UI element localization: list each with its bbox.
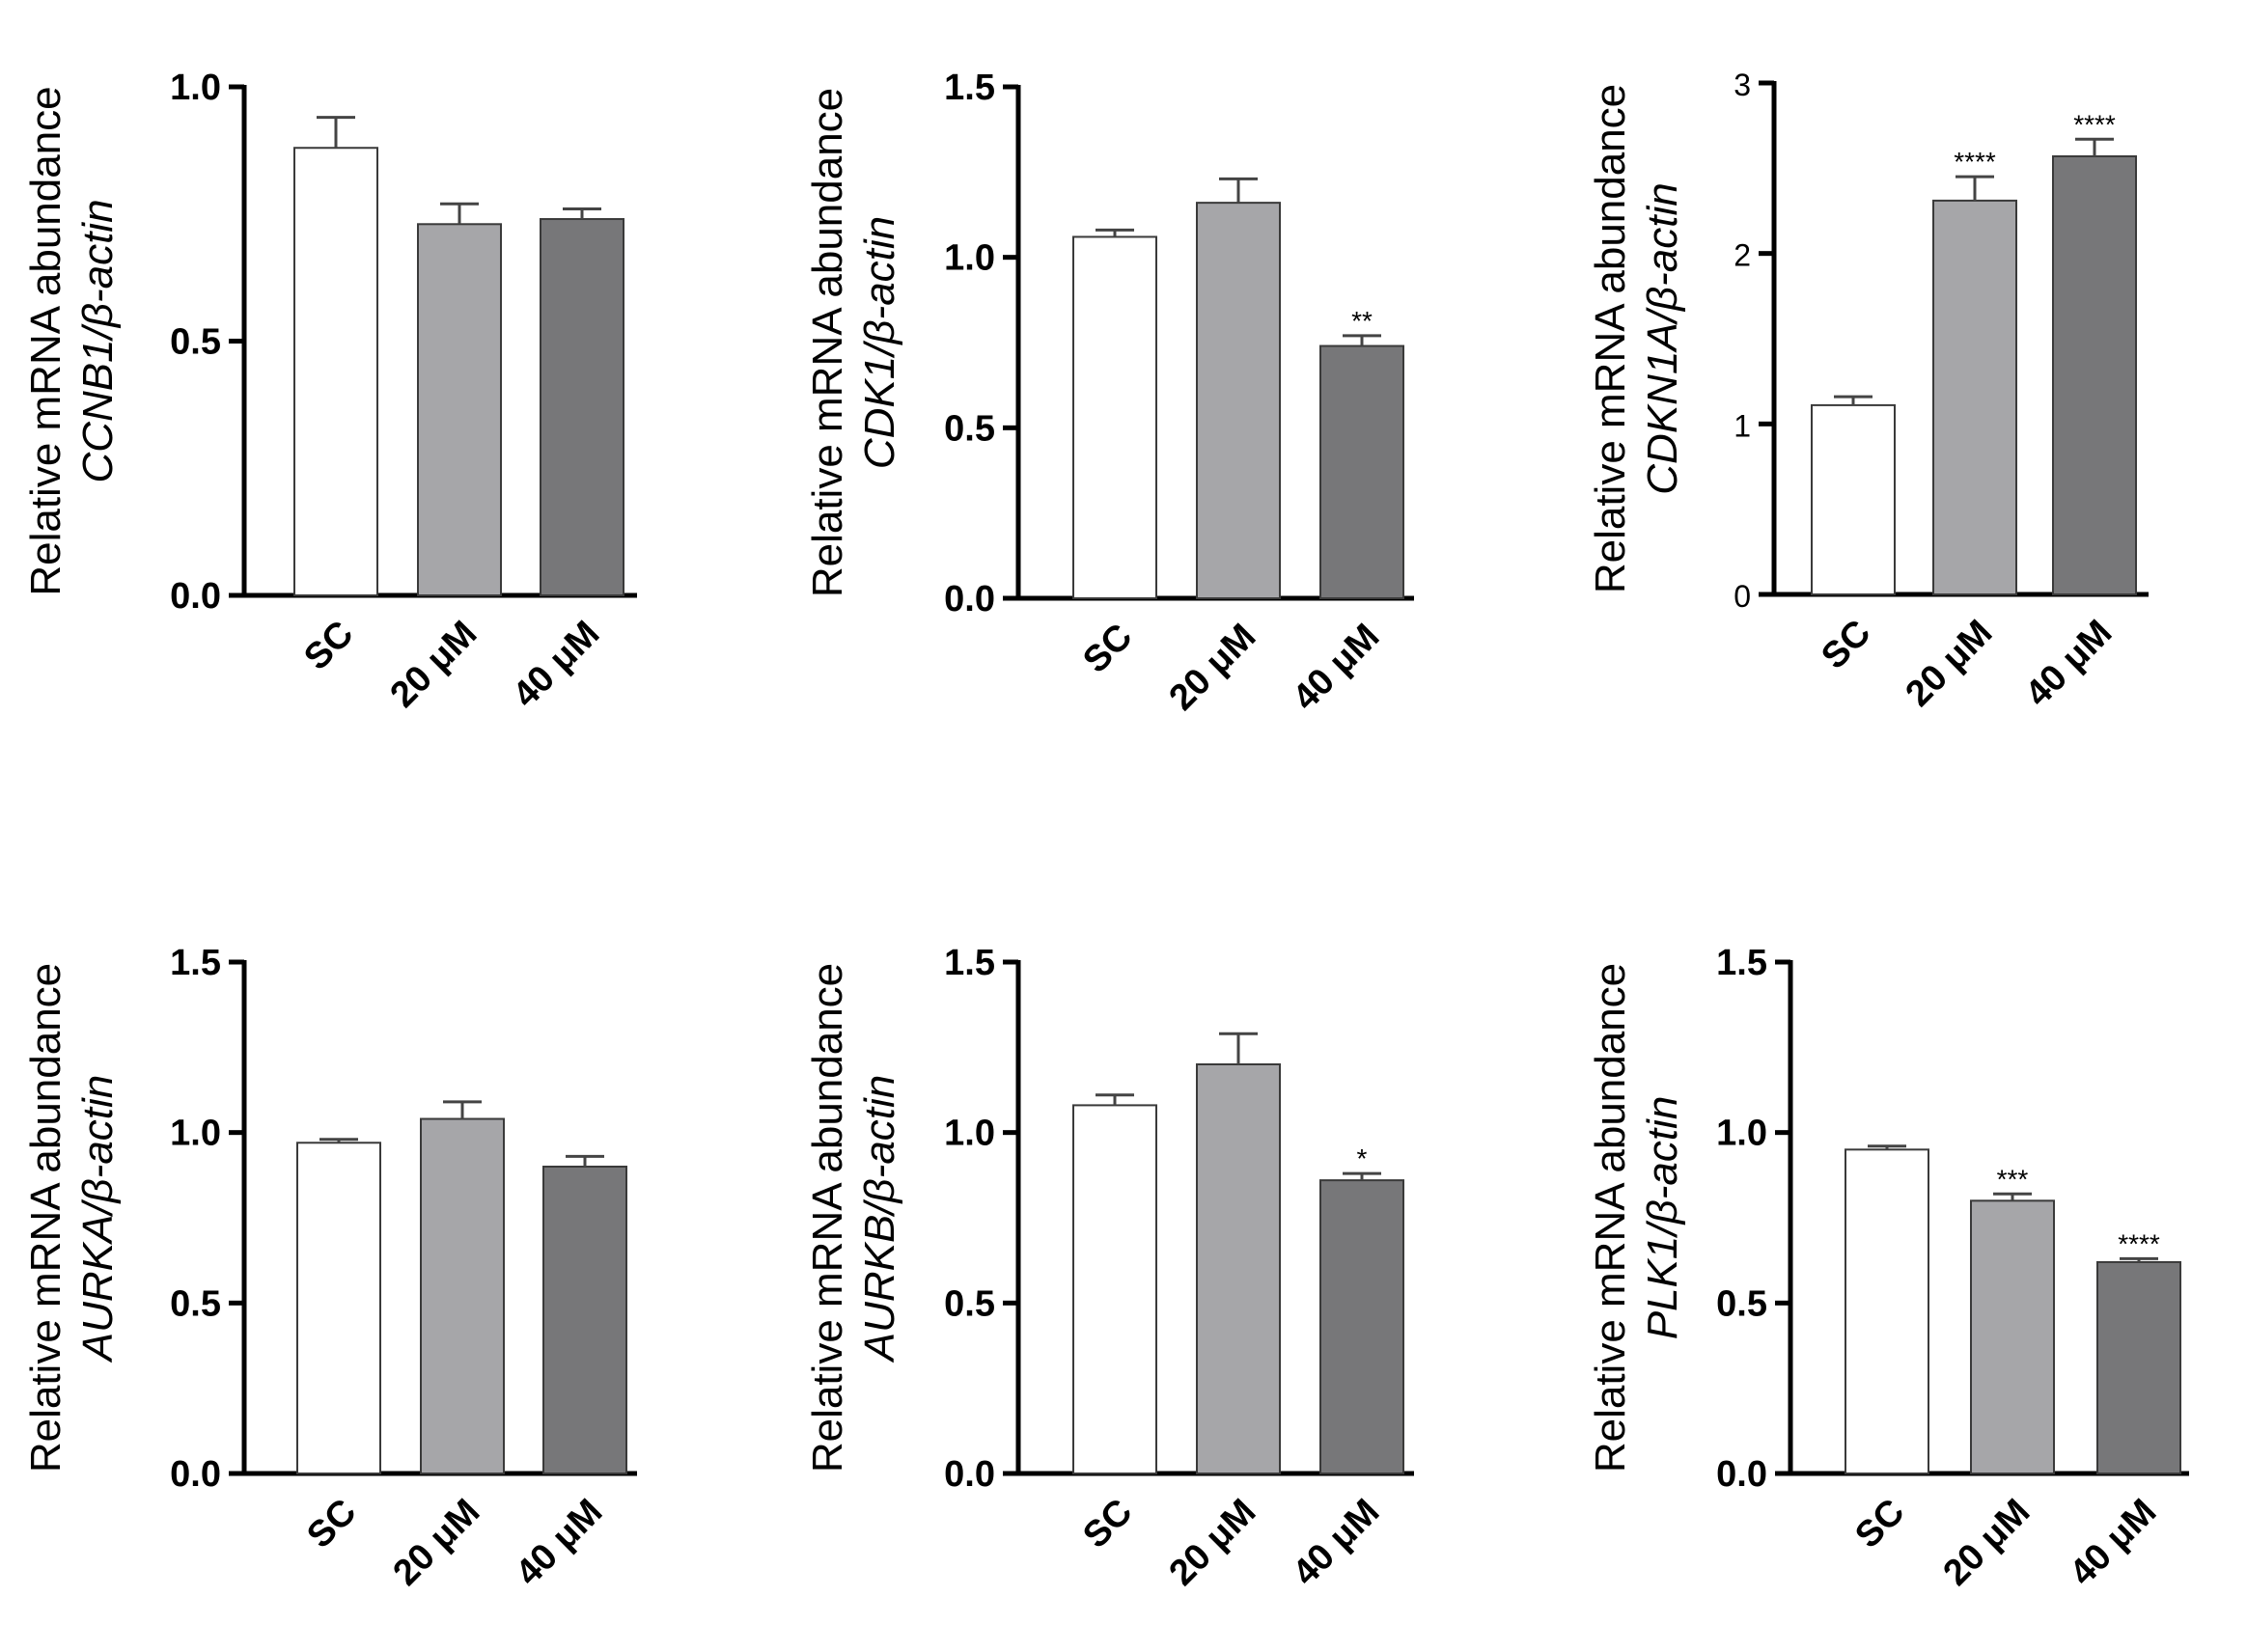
significance-marker: ** (1351, 306, 1373, 336)
y-axis-label-gene: CCNB1/β-actin (74, 199, 122, 482)
bar-3 (2052, 154, 2137, 595)
x-tick-label: SC (299, 1492, 364, 1556)
y-tick-label: 0.0 (944, 579, 995, 620)
chart-panel-aurkb: Relative mRNA abundance AURKB/β-actin 0.0 0… (804, 943, 1414, 1594)
x-tick-label: SC (1075, 617, 1140, 681)
bar-2 (420, 1117, 505, 1474)
y-tick-label: 1.5 (944, 943, 995, 983)
y-axis-label-gene: AURKA/β-actin (74, 1075, 122, 1364)
y-axis-label: Relative mRNA abundance (804, 963, 851, 1473)
y-tick-label: 0.0 (170, 1454, 221, 1495)
y-axis-label: Relative mRNA abundance (804, 88, 851, 597)
y-tick-label: 1.5 (170, 943, 221, 983)
bar-3 (542, 1166, 627, 1474)
x-tick-label: 20 μM (385, 1492, 487, 1594)
x-tick-label: 20 μM (1161, 1492, 1263, 1594)
bar-3 (1319, 344, 1404, 599)
bar-1 (1072, 1104, 1157, 1475)
bar-2 (1196, 202, 1281, 599)
x-tick-label: 20 μM (1935, 1492, 2038, 1594)
x-tick-label: SC (1075, 1492, 1140, 1556)
y-axis-label-gene: AURKB/β-actin (856, 1075, 903, 1364)
y-tick-label: 2 (1734, 238, 1751, 273)
bar-1 (1072, 235, 1157, 599)
x-tick-label: SC (1814, 613, 1878, 677)
x-tick-label: SC (1847, 1492, 1912, 1556)
y-tick-label: 0.0 (1716, 1454, 1767, 1495)
significance-marker: **** (1954, 147, 1996, 177)
x-tick-label: 40 μM (1285, 617, 1387, 719)
significance-marker: * (1357, 1143, 1368, 1173)
y-tick-label: 0 (1734, 579, 1751, 614)
y-tick-label: 1.0 (170, 1114, 221, 1154)
y-axis-label: Relative mRNA abundance (22, 963, 69, 1473)
x-tick-label: 40 μM (505, 614, 607, 716)
significance-marker: *** (1997, 1164, 2029, 1194)
y-tick-label: 0.5 (170, 322, 221, 363)
y-tick-label: 1.0 (944, 238, 995, 279)
x-tick-label: 40 μM (1285, 1492, 1387, 1594)
y-axis-label: Relative mRNA abundance (1587, 963, 1634, 1473)
y-tick-label: 1 (1734, 408, 1751, 443)
x-tick-label: 20 μM (1161, 617, 1263, 719)
significance-marker: **** (2118, 1228, 2160, 1258)
y-axis-label-gene: CDK1/β-actin (856, 216, 903, 469)
x-tick-label: SC (296, 614, 361, 678)
y-tick-label: 1.0 (944, 1114, 995, 1154)
y-axis-label-gene: CDKN1A/β-actin (1639, 182, 1686, 494)
bar-2 (1196, 1063, 1281, 1474)
chart-panel-cdkn1a: Relative mRNA abundance CDKN1A/β-actin 0 1 2… (1587, 68, 2149, 715)
x-tick-label: 40 μM (2017, 613, 2120, 715)
chart-panel-ccnb1: Relative mRNA abundance CCNB1/β-actin 0.0 0… (22, 68, 637, 716)
y-tick-label: 1.5 (944, 68, 995, 108)
bar-3 (2096, 1260, 2181, 1475)
y-tick-label: 1.5 (1716, 943, 1767, 983)
y-axis-label-gene: PLK1/β-actin (1639, 1096, 1686, 1340)
chart-panel-aurka: Relative mRNA abundance AURKA/β-actin 0.0 0… (22, 943, 637, 1594)
bar-3 (540, 218, 624, 597)
bar-2 (1932, 199, 2017, 595)
y-tick-label: 0.0 (170, 576, 221, 617)
y-tick-label: 3 (1734, 68, 1751, 102)
y-axis-label: Relative mRNA abundance (1587, 84, 1634, 593)
x-tick-label: 40 μM (2062, 1492, 2164, 1594)
y-tick-label: 0.5 (944, 1283, 995, 1324)
y-tick-label: 0.5 (170, 1283, 221, 1324)
y-tick-label: 1.0 (1716, 1114, 1767, 1154)
bar-1 (293, 147, 378, 597)
bar-1 (1845, 1148, 1929, 1475)
bar-1 (296, 1142, 381, 1475)
y-axis-label: Relative mRNA abundance (22, 86, 69, 595)
x-tick-label: 20 μM (382, 614, 485, 716)
y-tick-label: 0.5 (944, 408, 995, 449)
x-tick-label: 40 μM (508, 1492, 610, 1594)
y-tick-label: 0.5 (1716, 1283, 1767, 1324)
bar-2 (417, 223, 502, 596)
x-tick-label: 20 μM (1898, 613, 2000, 715)
chart-panel-cdk1: Relative mRNA abundance CDK1/β-actin 0.0 0.… (804, 68, 1414, 719)
y-tick-label: 1.0 (170, 68, 221, 108)
y-tick-label: 0.0 (944, 1454, 995, 1495)
chart-panel-plk1: Relative mRNA abundance PLK1/β-actin 0.0 0.… (1587, 943, 2189, 1594)
significance-marker: **** (2073, 109, 2116, 139)
bar-2 (1970, 1199, 2055, 1475)
bar-3 (1319, 1179, 1404, 1474)
bar-1 (1811, 403, 1896, 595)
